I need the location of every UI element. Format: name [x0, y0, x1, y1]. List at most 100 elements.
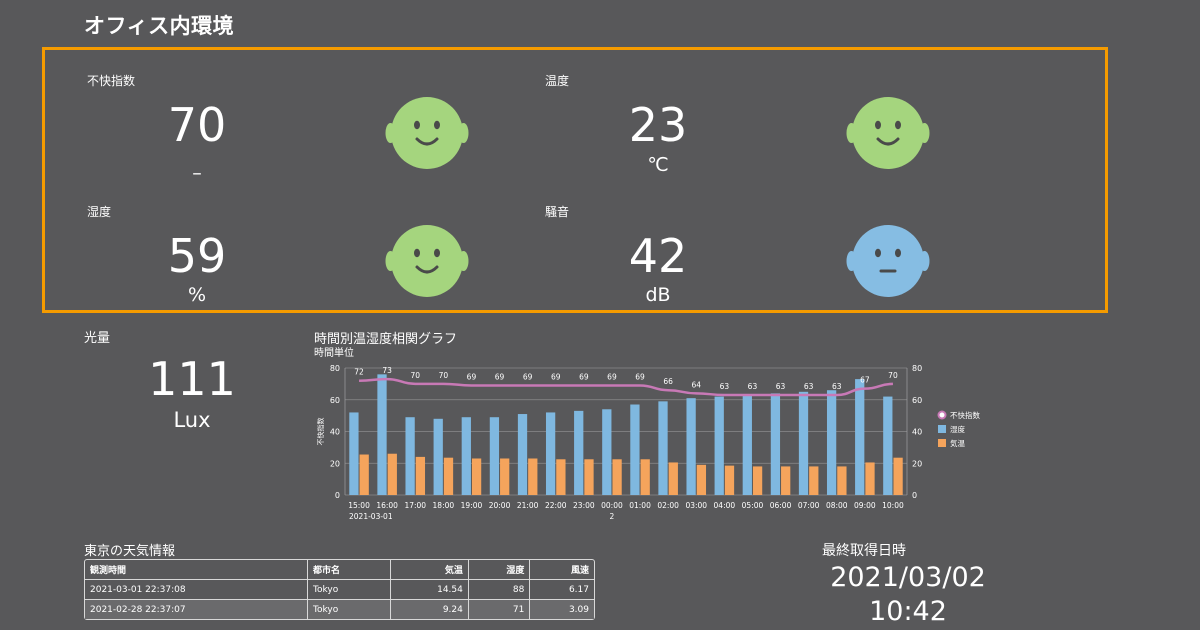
table-row: 2021-02-28 22:37:07 Tokyo 9.24 71 3.09	[85, 600, 594, 619]
legend-label: 気温	[950, 438, 965, 448]
col-humidity: 湿度	[468, 560, 531, 580]
bar-humidity	[658, 401, 668, 495]
chart-title: 時間別温湿度相関グラフ	[314, 332, 458, 347]
cell-temperature: 14.54	[391, 580, 469, 600]
cell-humidity: 71	[468, 600, 531, 619]
bar-temperature	[528, 458, 538, 495]
bar-temperature	[359, 454, 369, 495]
col-city: 都市名	[308, 560, 391, 580]
x-date-label: 2021-03-01	[349, 512, 393, 521]
weather-title: 東京の天気情報	[84, 544, 176, 559]
noise-unit: dB	[645, 284, 671, 306]
bar-temperature	[500, 458, 510, 495]
cell-city: Tokyo	[308, 600, 391, 619]
light-value: 111	[148, 352, 236, 406]
bar-humidity	[883, 396, 893, 495]
cell-humidity: 88	[468, 580, 531, 600]
y-tick-label: 0	[335, 491, 340, 500]
data-label: 63	[776, 382, 786, 391]
col-temperature: 気温	[391, 560, 469, 580]
x-tick-label: 08:00	[826, 501, 848, 510]
page-title: オフィス内環境	[84, 14, 235, 38]
temperature-unit: ℃	[647, 154, 669, 176]
bar-humidity	[742, 394, 752, 495]
last-fetch-time: 10:42	[869, 596, 947, 627]
data-label: 69	[467, 372, 477, 381]
x-tick-label: 17:00	[404, 501, 426, 510]
data-label: 69	[579, 372, 589, 381]
x-tick-label: 09:00	[854, 501, 876, 510]
data-label: 66	[663, 377, 673, 386]
x-tick-label: 18:00	[433, 501, 455, 510]
x-tick-label: 20:00	[489, 501, 511, 510]
bar-temperature	[415, 456, 426, 495]
data-label: 70	[410, 371, 420, 380]
y2-tick-label: 60	[912, 396, 922, 405]
discomfort-value: 70	[167, 98, 227, 152]
humidity-unit: %	[187, 284, 207, 306]
bar-humidity	[433, 418, 443, 495]
x-tick-label: 01:00	[629, 501, 651, 510]
bar-temperature	[837, 466, 847, 495]
x-tick-label: 19:00	[461, 501, 483, 510]
bar-temperature	[668, 462, 678, 495]
x-tick-label: 16:00	[376, 501, 398, 510]
bar-temperature	[696, 464, 707, 495]
bar-humidity	[714, 396, 724, 495]
x-tick-label: 04:00	[714, 501, 736, 510]
data-label: 69	[495, 372, 505, 381]
weather-table: 観測時間 都市名 気温 湿度 風速 2021-03-01 22:37:08 To…	[84, 559, 595, 620]
cell-wind-speed: 6.17	[530, 580, 594, 600]
cell-temperature: 9.24	[391, 600, 469, 619]
legend-label: 不快指数	[950, 410, 980, 420]
cell-wind-speed: 3.09	[530, 600, 594, 619]
x-tick-label: 06:00	[770, 501, 792, 510]
x-tick-label: 22:00	[545, 501, 567, 510]
cell-observed-time: 2021-02-28 22:37:07	[85, 600, 308, 619]
legend-swatch	[938, 425, 946, 433]
x-tick-label: 02:00	[657, 501, 679, 510]
y-tick-label: 60	[330, 396, 340, 405]
x-tick-label: 15:00	[348, 501, 370, 510]
y-tick-label: 20	[330, 459, 340, 468]
smile-face-icon	[385, 97, 469, 169]
bar-humidity	[545, 412, 556, 495]
y2-tick-label: 0	[912, 491, 917, 500]
last-fetch-label: 最終取得日時	[822, 543, 906, 559]
y-tick-label: 80	[330, 364, 340, 373]
bar-temperature	[809, 466, 819, 495]
bar-humidity	[602, 409, 612, 495]
x-tick-label: 10:00	[882, 501, 904, 510]
data-label: 69	[551, 372, 561, 381]
bar-humidity	[798, 391, 809, 495]
bar-temperature	[752, 466, 763, 495]
bar-temperature	[556, 459, 566, 495]
light-label: 光量	[84, 331, 111, 346]
col-observed-time: 観測時間	[85, 560, 308, 580]
bar-humidity	[855, 379, 865, 495]
legend-label: 湿度	[950, 424, 965, 434]
data-label: 63	[804, 382, 814, 391]
metrics-panel: 不快指数 70 – 温度 23 ℃ 湿度 59 % 騒音 42 dB	[42, 47, 1108, 313]
humidity-value: 59	[167, 229, 227, 283]
bar-humidity	[489, 417, 500, 495]
smile-face-icon	[846, 97, 930, 169]
discomfort-unit: –	[192, 162, 202, 184]
legend-swatch	[938, 439, 946, 447]
bar-temperature	[865, 462, 875, 495]
noise-label: 騒音	[545, 205, 570, 219]
bar-temperature	[584, 459, 594, 495]
data-label: 69	[523, 372, 533, 381]
line-discomfort	[359, 377, 893, 397]
y2-tick-label: 20	[912, 459, 922, 468]
col-wind-speed: 風速	[530, 560, 594, 580]
x-tick-label: 07:00	[798, 501, 820, 510]
bar-temperature	[640, 459, 650, 495]
y2-tick-label: 40	[912, 428, 922, 437]
bar-humidity	[770, 393, 781, 495]
x-date-label: 2	[610, 512, 615, 521]
bar-temperature	[724, 465, 735, 495]
y2-tick-label: 80	[912, 364, 922, 373]
x-tick-label: 21:00	[517, 501, 539, 510]
bar-humidity	[405, 417, 415, 495]
